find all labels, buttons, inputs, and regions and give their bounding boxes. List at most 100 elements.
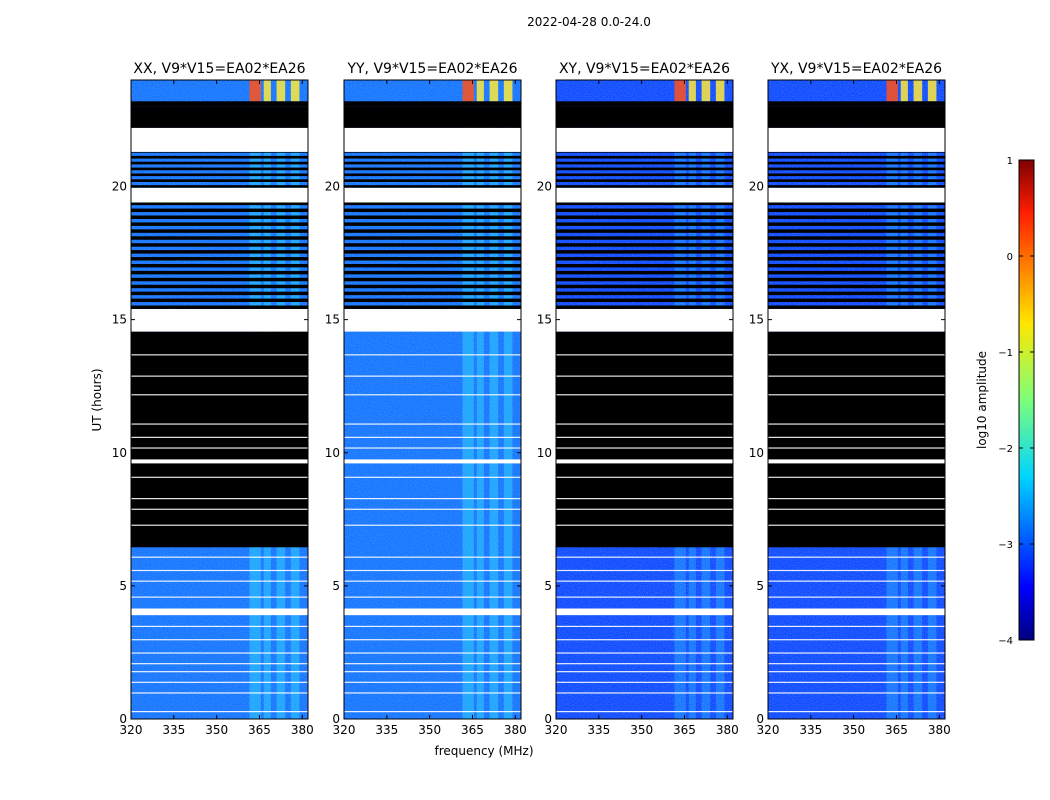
axes-frame xyxy=(767,79,946,720)
flag-strip xyxy=(768,173,945,177)
rfi-band-2 xyxy=(489,80,499,719)
flag-line xyxy=(768,556,945,558)
panel-title: XY, V9*V15=EA02*EA26 xyxy=(559,61,730,77)
flag-line xyxy=(344,639,521,641)
flag-line xyxy=(556,671,733,673)
flag-strip xyxy=(344,185,521,188)
flag-strip xyxy=(344,215,521,219)
flag-line xyxy=(344,671,521,673)
flag-strip xyxy=(344,161,521,165)
y-tick-label: 15 xyxy=(749,313,764,327)
y-tick-label: 10 xyxy=(325,446,340,460)
flag-line xyxy=(131,652,308,654)
flag-line xyxy=(344,498,521,500)
flagged-interval-3 xyxy=(131,187,308,203)
flagged-interval-1 xyxy=(768,459,945,464)
flag-line xyxy=(344,524,521,526)
y-tick-label: 5 xyxy=(544,579,552,593)
flag-strip xyxy=(131,202,308,206)
flag-line xyxy=(556,596,733,598)
y-tick-label: 10 xyxy=(537,446,552,460)
rfi-hotspot-0 xyxy=(886,80,898,102)
flag-line xyxy=(344,508,521,510)
x-tick-label: 380 xyxy=(716,723,739,737)
rfi-hotspot-2 xyxy=(913,80,923,102)
no-data-block-0 xyxy=(768,331,945,548)
flag-line xyxy=(768,524,945,526)
flagged-interval-1 xyxy=(131,459,308,464)
colorbar-tick-label: −1 xyxy=(998,348,1013,359)
flag-line xyxy=(131,692,308,694)
flag-line xyxy=(768,580,945,582)
flag-line xyxy=(131,436,308,438)
flag-strip xyxy=(131,270,308,275)
flag-line xyxy=(556,498,733,500)
flag-strip xyxy=(556,263,733,268)
flag-strip xyxy=(556,106,733,128)
flagged-interval-0 xyxy=(344,608,521,616)
flag-line xyxy=(768,569,945,572)
flag-strip xyxy=(344,305,521,309)
flag-strip xyxy=(768,257,945,261)
flag-line xyxy=(556,639,733,641)
rfi-hotspot-0 xyxy=(674,80,686,102)
flag-strip xyxy=(768,298,945,303)
flag-line xyxy=(344,569,521,572)
flag-strip xyxy=(768,161,945,165)
flag-line xyxy=(344,681,521,683)
flag-line xyxy=(131,671,308,673)
flag-strip xyxy=(131,250,308,254)
flagged-interval-0 xyxy=(131,608,308,616)
x-tick-label: 320 xyxy=(120,723,143,737)
axes-frame xyxy=(555,79,734,720)
flag-strip xyxy=(131,179,308,182)
y-tick-label: 10 xyxy=(749,446,764,460)
figure-suptitle: 2022-04-28 0.0-24.0 xyxy=(527,15,651,29)
flag-strip xyxy=(556,155,733,159)
rfi-hotspot-3 xyxy=(715,80,725,102)
flag-strip xyxy=(556,179,733,182)
flag-line xyxy=(768,436,945,438)
colorbar-tick-label: −4 xyxy=(998,636,1013,647)
no-data-block-0 xyxy=(556,331,733,548)
x-tick-label: 380 xyxy=(291,723,314,737)
flag-strip xyxy=(556,161,733,165)
flag-strip xyxy=(768,305,945,309)
x-tick-label: 320 xyxy=(757,723,780,737)
colorbar-label: log10 amplitude xyxy=(975,351,989,449)
y-tick-label: 0 xyxy=(544,712,552,726)
flagged-interval-3 xyxy=(768,187,945,203)
colorbar: 1 0 −1 −2 −3 −4 log10 amplitude xyxy=(975,156,1035,647)
flag-line xyxy=(556,476,733,478)
flag-line xyxy=(768,423,945,425)
rfi-hotspot-3 xyxy=(290,80,300,102)
flag-strip xyxy=(556,270,733,275)
flag-strip xyxy=(131,208,308,213)
flag-strip xyxy=(344,179,521,182)
flag-strip xyxy=(768,263,945,268)
flagged-interval-1 xyxy=(556,459,733,464)
flag-line xyxy=(768,354,945,356)
axes-frame xyxy=(130,79,309,720)
rfi-hotspot-1 xyxy=(263,80,271,102)
flag-line xyxy=(556,556,733,558)
flag-line xyxy=(556,681,733,683)
y-axis-label: UT (hours) xyxy=(90,368,104,431)
flag-strip xyxy=(131,257,308,261)
flag-strip xyxy=(131,167,308,171)
flag-strip xyxy=(556,101,733,107)
flag-strip xyxy=(768,151,945,153)
flag-strip xyxy=(556,173,733,177)
flag-line xyxy=(556,663,733,665)
panel-xy: XY, V9*V15=EA02*EA26 320 335 350 365 380 0 5 10 1… xyxy=(537,61,739,737)
x-tick-label: 380 xyxy=(928,723,951,737)
flag-line xyxy=(556,508,733,510)
flag-strip xyxy=(131,222,308,226)
flag-line xyxy=(556,375,733,377)
rfi-hotspot-1 xyxy=(900,80,908,102)
flag-line xyxy=(556,394,733,396)
flag-line xyxy=(344,447,521,449)
flag-line xyxy=(131,681,308,683)
flag-strip xyxy=(344,208,521,213)
flag-line xyxy=(556,423,733,425)
